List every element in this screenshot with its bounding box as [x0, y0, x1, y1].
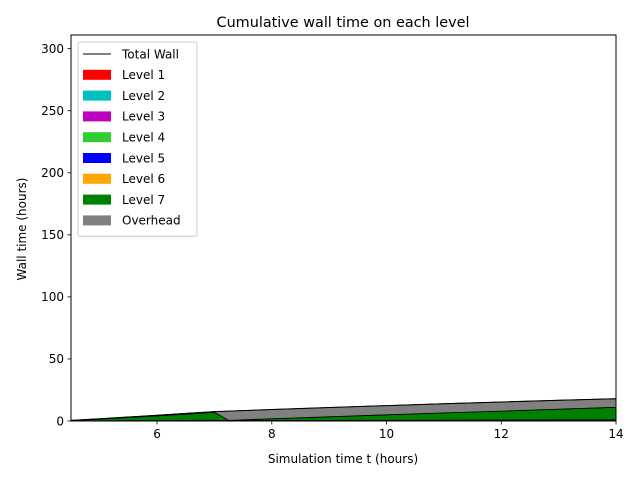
legend-swatch-level-4	[83, 132, 111, 143]
x-axis-label: Simulation time t (hours)	[268, 452, 418, 466]
legend-swatch-overhead	[83, 215, 111, 226]
legend-label-level-6: Level 6	[122, 172, 165, 186]
line-total-wall	[70, 398, 617, 421]
x-tick-label: 14	[608, 427, 623, 441]
legend-swatch-level-3	[83, 111, 111, 122]
legend-label-total-wall: Total Wall	[121, 47, 179, 61]
legend-swatch-level-7	[83, 194, 111, 205]
legend-swatch-level-2	[83, 90, 111, 101]
legend-label-level-3: Level 3	[122, 110, 165, 124]
chart-title: Cumulative wall time on each level	[217, 15, 470, 31]
y-tick-label: 250	[41, 104, 64, 118]
legend-label-level-7: Level 7	[122, 193, 165, 207]
legend-label-overhead: Overhead	[122, 214, 181, 228]
y-tick-label: 200	[41, 166, 64, 180]
x-tick-label: 8	[268, 427, 276, 441]
legend-swatch-level-1	[83, 69, 111, 80]
axes: 6 8 10 12 14 0 50 100 150 200 250 300	[41, 34, 624, 441]
y-axis-label: Wall time (hours)	[15, 178, 29, 281]
legend-label-level-2: Level 2	[122, 89, 165, 103]
y-tick-label: 50	[49, 352, 64, 366]
legend-swatch-level-5	[83, 153, 111, 163]
legend-label-level-1: Level 1	[122, 68, 165, 82]
x-tick-label: 12	[494, 427, 509, 441]
legend-box	[77, 41, 198, 237]
y-tick-label: 300	[41, 42, 64, 56]
x-tick-label: 6	[153, 427, 161, 441]
x-tick-label: 10	[379, 427, 394, 441]
y-tick-label: 0	[56, 414, 64, 428]
legend: Total Wall Level 1 Level 2 Level 3 Level 4 Le…	[77, 41, 198, 237]
y-tick-label: 100	[41, 290, 64, 304]
legend-label-level-5: Level 5	[122, 151, 165, 165]
legend-label-level-4: Level 4	[122, 131, 165, 145]
legend-swatch-level-6	[83, 173, 111, 184]
y-tick-label: 150	[41, 228, 64, 242]
axes-frame	[70, 34, 617, 422]
